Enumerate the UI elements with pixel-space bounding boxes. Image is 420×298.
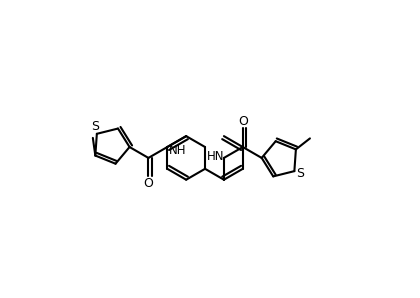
Text: NH: NH [168,145,186,157]
Text: S: S [91,120,99,134]
Text: HN: HN [207,150,225,163]
Text: S: S [297,167,304,180]
Text: O: O [144,177,153,190]
Text: O: O [238,115,248,128]
